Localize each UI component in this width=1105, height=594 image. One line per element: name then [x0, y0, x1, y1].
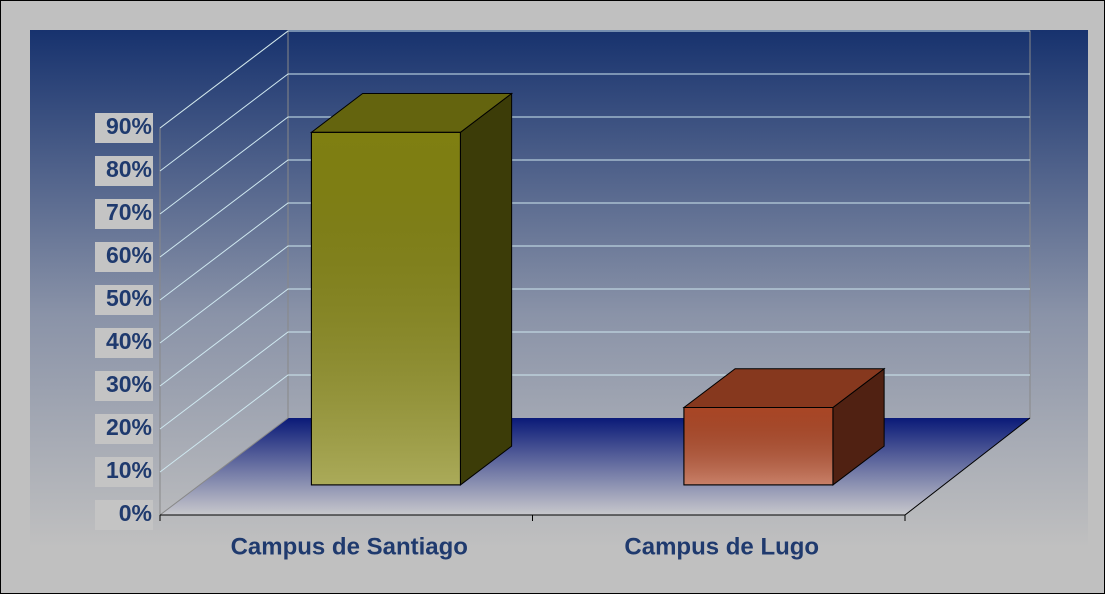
y-tick-label: 0%: [119, 500, 152, 526]
tick-label-box: [95, 285, 153, 315]
grid-line: [159, 202, 1030, 301]
bar: [309, 92, 514, 486]
grid-line: [159, 245, 1030, 344]
grid-line: [159, 30, 1030, 129]
tick-label-box: [95, 457, 153, 487]
y-tick-label: 60%: [106, 242, 152, 268]
x-tick-label: Campus de Santiago: [231, 533, 468, 560]
tick-label-box: [95, 156, 153, 186]
tick-label-box: [95, 113, 153, 143]
bar-shade: [310, 131, 461, 486]
tick-label-box: [95, 328, 153, 358]
tick-label-box: [95, 414, 153, 444]
grid-line: [159, 116, 1030, 215]
grid-line: [159, 159, 1030, 258]
tick-label-box: [95, 371, 153, 401]
tick-label-box: [95, 199, 153, 229]
tick-label-box: [95, 500, 153, 530]
y-tick-label: 10%: [106, 457, 152, 483]
x-tick-label: Campus de Lugo: [624, 533, 819, 560]
tick-label-box: [95, 242, 153, 272]
y-tick-label: 80%: [106, 156, 152, 182]
y-tick-label: 90%: [106, 113, 152, 139]
bar-shade: [683, 407, 834, 486]
bar-side: [459, 92, 513, 486]
y-tick-label: 20%: [106, 414, 152, 440]
grid-line: [159, 288, 1030, 387]
y-tick-label: 70%: [106, 199, 152, 225]
y-tick-label: 40%: [106, 328, 152, 354]
floor: [160, 418, 1030, 515]
y-tick-label: 50%: [106, 285, 152, 311]
grid-line: [159, 331, 1030, 430]
grid-line: [159, 73, 1030, 172]
y-tick-label: 30%: [106, 371, 152, 397]
bar: [682, 367, 886, 486]
